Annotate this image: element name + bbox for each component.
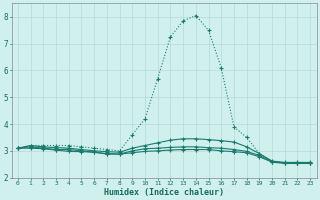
X-axis label: Humidex (Indice chaleur): Humidex (Indice chaleur) [104, 188, 224, 197]
